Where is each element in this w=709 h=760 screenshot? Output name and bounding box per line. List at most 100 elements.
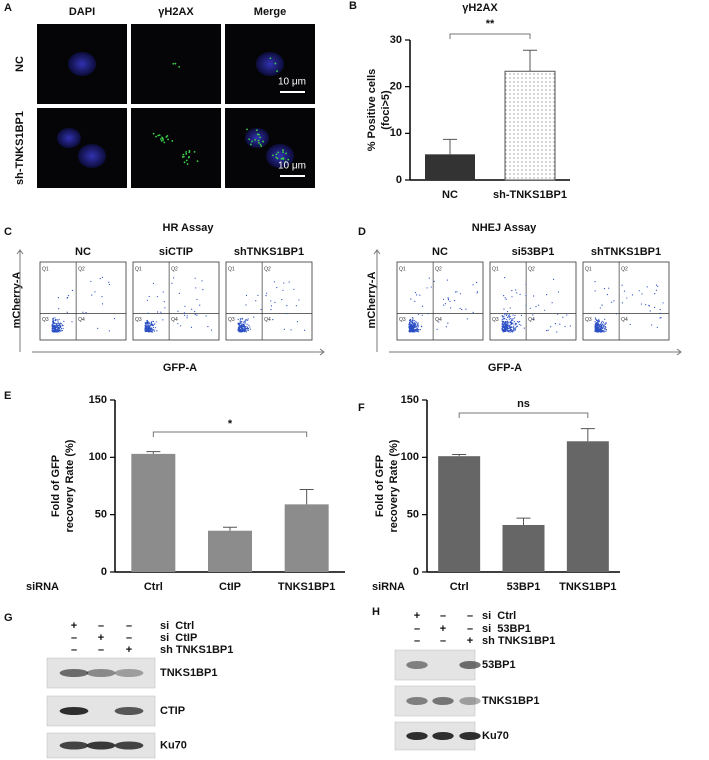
error-bar <box>299 488 314 505</box>
flow-dot <box>244 323 246 325</box>
flow-dot <box>152 326 155 328</box>
flow-dot <box>640 303 643 305</box>
flow-dot <box>507 320 509 322</box>
flow-dot <box>430 286 432 288</box>
focus <box>284 160 287 163</box>
flow-dot <box>51 328 53 330</box>
flow-dot <box>476 292 478 294</box>
scale-label: 10 μm <box>278 161 306 172</box>
focus <box>258 141 260 144</box>
flow-dot <box>246 326 249 328</box>
flow-dot <box>52 326 54 329</box>
flow-dot <box>52 319 54 321</box>
flow-dot <box>413 320 415 322</box>
column-header: γH2AX <box>158 6 194 18</box>
flow-dot <box>58 308 60 310</box>
flow-dot <box>412 324 414 327</box>
bar <box>504 70 556 181</box>
flow-dot <box>51 325 53 327</box>
flow-dot <box>599 328 601 330</box>
sample-name: shTNKS1BP1 <box>591 246 661 258</box>
flow-dot <box>511 296 513 298</box>
flow-dot <box>417 329 419 332</box>
flow-dot <box>418 328 420 331</box>
focus <box>193 150 196 153</box>
flow-dot <box>408 326 410 328</box>
flow-dot <box>629 323 631 326</box>
flow-dot <box>520 314 523 317</box>
flow-dot <box>659 317 661 319</box>
flow-dot <box>604 323 606 325</box>
flow-dot <box>505 322 507 324</box>
y-axis-label: % Positive cells <box>366 69 378 152</box>
flow-dot <box>512 322 514 324</box>
flow-dot <box>59 329 61 331</box>
flow-dot <box>600 321 603 324</box>
flow-dot <box>239 321 241 324</box>
nucleus <box>78 144 106 168</box>
flow-dot <box>151 331 154 333</box>
quadrant-label: Q1 <box>135 266 142 272</box>
flow-dot <box>296 320 299 323</box>
flow-dot <box>653 306 656 308</box>
flow-dot <box>52 323 54 325</box>
flow-dot <box>151 327 153 329</box>
flow-dot <box>508 313 510 315</box>
flow-dot <box>605 330 607 332</box>
flow-dot <box>147 323 149 325</box>
flow-dot <box>604 328 606 331</box>
focus <box>162 139 165 141</box>
flow-dot <box>597 325 599 327</box>
flow-dot <box>417 322 419 324</box>
flow-dot <box>303 329 306 331</box>
flow-dot <box>408 330 410 332</box>
flow-dot <box>508 316 510 318</box>
focus <box>248 138 251 141</box>
flow-dot <box>60 327 63 329</box>
flow-dot <box>409 320 412 322</box>
x-tick-label: 53BP1 <box>507 581 541 593</box>
flow-dot <box>556 331 558 333</box>
flow-dot <box>281 299 283 301</box>
focus <box>272 154 274 157</box>
flow-dot <box>507 327 510 329</box>
flow-dot <box>54 322 56 324</box>
focus <box>255 129 258 132</box>
sample-name: NC <box>75 246 91 258</box>
condition-sign: – <box>71 632 77 644</box>
flow-dot <box>52 320 54 322</box>
flow-dot <box>417 324 419 326</box>
nucleus <box>57 128 81 148</box>
flow-dot <box>55 323 57 325</box>
focus <box>185 159 188 162</box>
panel-label: H <box>372 606 380 618</box>
flow-dot <box>249 328 252 330</box>
flow-dot <box>243 325 246 328</box>
flow-dot <box>544 309 546 311</box>
flow-dot <box>237 327 239 329</box>
focus <box>159 138 162 140</box>
flow-dot <box>145 326 147 328</box>
flow-dot <box>557 313 559 315</box>
flow-dot <box>501 314 503 317</box>
flow-dot <box>418 331 420 333</box>
flow-dot <box>519 293 521 295</box>
flow-dot <box>58 327 60 329</box>
flow-dot <box>51 324 53 326</box>
flow-dot <box>604 325 606 328</box>
scale-label: 10 μm <box>278 77 306 88</box>
flow-dot <box>63 320 65 322</box>
focus <box>285 152 288 155</box>
flow-dot <box>604 327 606 330</box>
flow-dot <box>245 294 248 297</box>
flow-dot <box>298 299 300 301</box>
flow-dot <box>148 328 151 330</box>
flow-dot <box>242 324 245 327</box>
flow-dot <box>270 300 272 302</box>
x-prefix: siRNA <box>372 581 405 593</box>
flow-dot <box>507 330 510 332</box>
y-tick-label: 50 <box>95 509 107 521</box>
flow-dot <box>54 326 56 328</box>
flow-dot <box>525 283 527 286</box>
flow-dot <box>56 322 58 325</box>
